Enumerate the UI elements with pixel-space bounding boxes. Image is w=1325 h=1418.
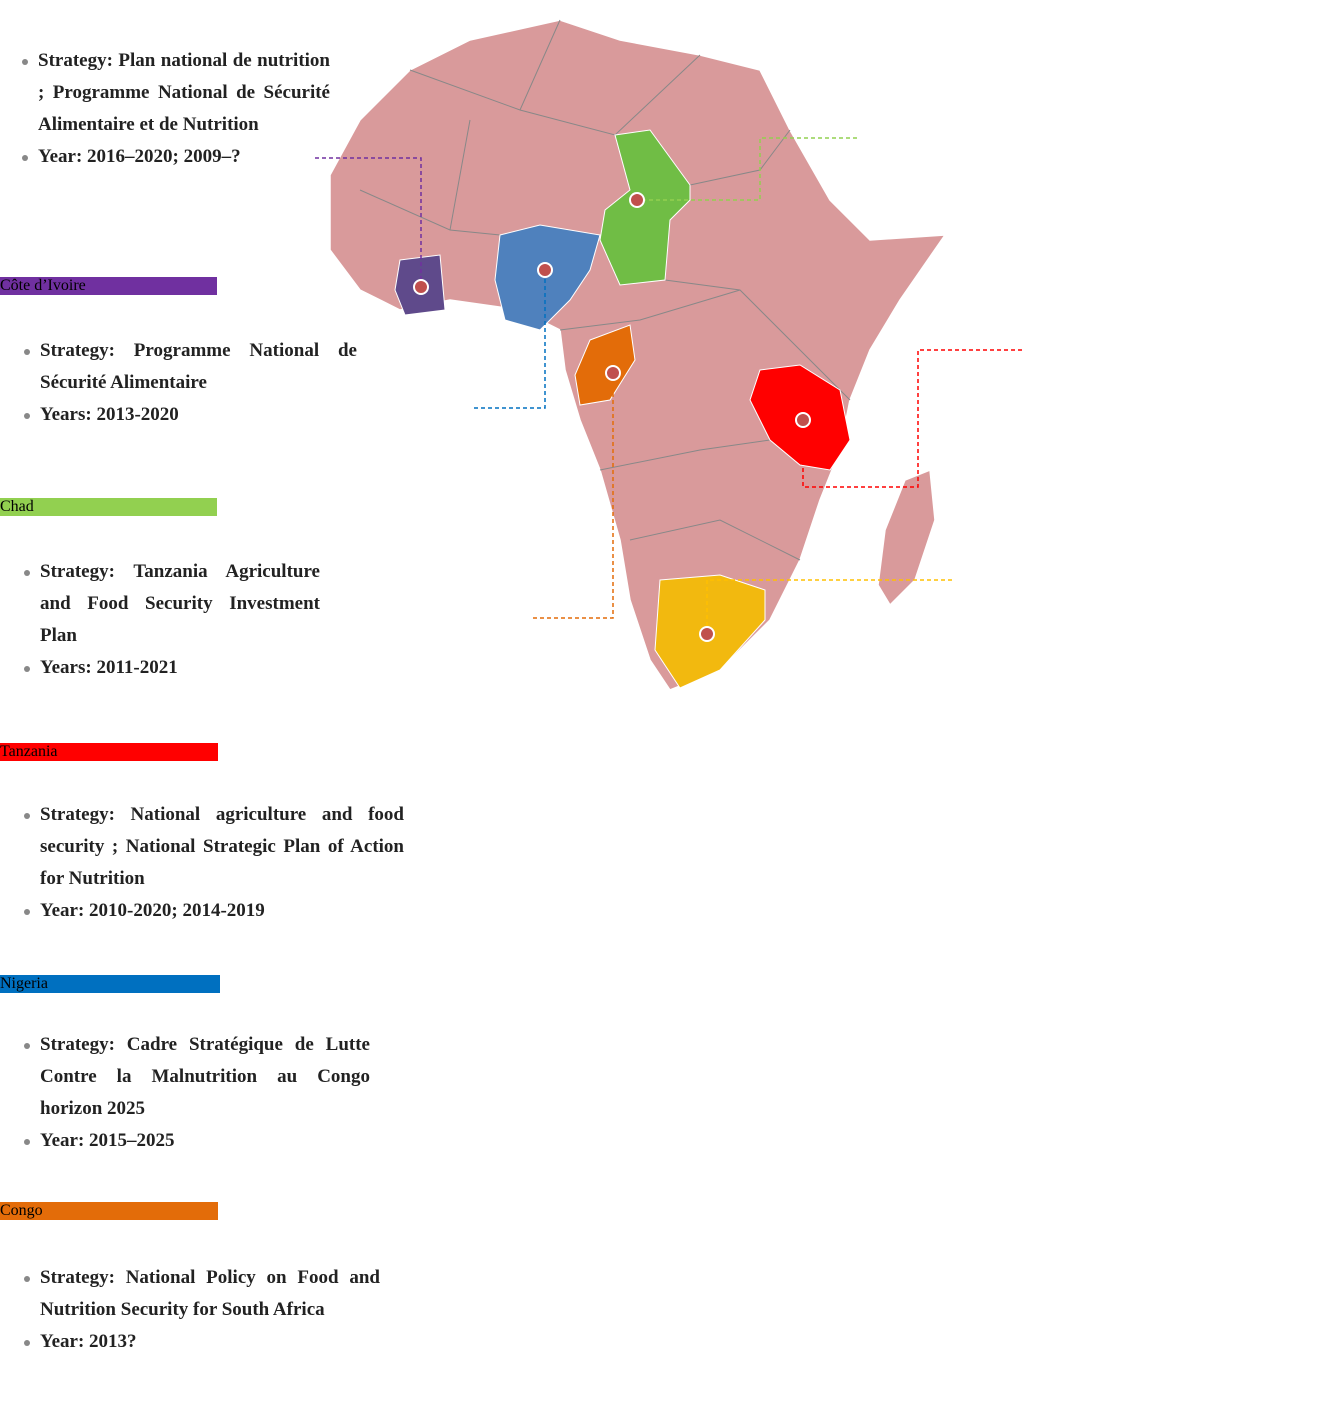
item: Strategy: Tanzania Agriculture and Food … xyxy=(22,556,320,652)
callout-title: Nigeria xyxy=(0,975,220,993)
item-list: Strategy: Plan national de nutrition ; P… xyxy=(20,45,330,173)
callout-title: Côte d’Ivoire xyxy=(0,277,217,295)
callout-box: Strategy: National Policy on Food and Nu… xyxy=(0,1220,420,1418)
africa-map xyxy=(315,19,1022,691)
item: Strategy: Programme National de Sécurité… xyxy=(22,335,357,399)
connector xyxy=(706,579,952,634)
madagascar xyxy=(877,468,936,607)
item: Strategy: Plan national de nutrition ; P… xyxy=(20,45,330,141)
marker xyxy=(629,192,645,208)
item: Year: 2015–2025 xyxy=(22,1125,370,1157)
callout-title: Congo xyxy=(0,1202,218,1220)
callout-title: Tanzania xyxy=(0,743,218,761)
connector xyxy=(802,349,1022,488)
connector xyxy=(474,270,546,409)
callout-box: Strategy: National agriculture and food … xyxy=(0,761,422,975)
item-list: Strategy: Tanzania Agriculture and Food … xyxy=(22,556,320,684)
item: Strategy: National Policy on Food and Nu… xyxy=(22,1262,380,1326)
item: Strategy: National agriculture and food … xyxy=(22,799,404,895)
item-list: Strategy: Programme National de Sécurité… xyxy=(22,335,357,431)
congo xyxy=(574,324,636,406)
callout-title: Chad xyxy=(0,498,217,516)
item-list: Strategy: National agriculture and food … xyxy=(22,799,404,927)
callout-box: Strategy: Cadre Stratégique de Lutte Con… xyxy=(0,993,388,1202)
marker xyxy=(795,412,811,428)
connector xyxy=(533,373,614,619)
item: Year: 2010-2020; 2014-2019 xyxy=(22,895,404,927)
marker xyxy=(413,279,429,295)
africa xyxy=(329,19,947,691)
item-list: Strategy: Cadre Stratégique de Lutte Con… xyxy=(22,1029,370,1157)
callout-box: Strategy: Tanzania Agriculture and Food … xyxy=(0,516,338,743)
marker xyxy=(537,262,553,278)
page: Strategy: Plan national de nutrition ; P… xyxy=(0,0,1022,1352)
item: Year: 2016–2020; 2009–? xyxy=(20,141,330,173)
item: Strategy: Cadre Stratégique de Lutte Con… xyxy=(22,1029,370,1125)
marker xyxy=(605,365,621,381)
callout-box: Strategy: Plan national de nutrition ; P… xyxy=(0,0,348,277)
connector xyxy=(315,157,422,287)
marker xyxy=(699,626,715,642)
chad xyxy=(599,129,691,286)
item-list: Strategy: National Policy on Food and Nu… xyxy=(22,1262,380,1358)
item: Years: 2013-2020 xyxy=(22,399,357,431)
callout-box: Strategy: Programme National de Sécurité… xyxy=(0,295,375,498)
connector xyxy=(637,137,857,201)
item: Years: 2011-2021 xyxy=(22,652,320,684)
item: Year: 2013? xyxy=(22,1326,380,1358)
